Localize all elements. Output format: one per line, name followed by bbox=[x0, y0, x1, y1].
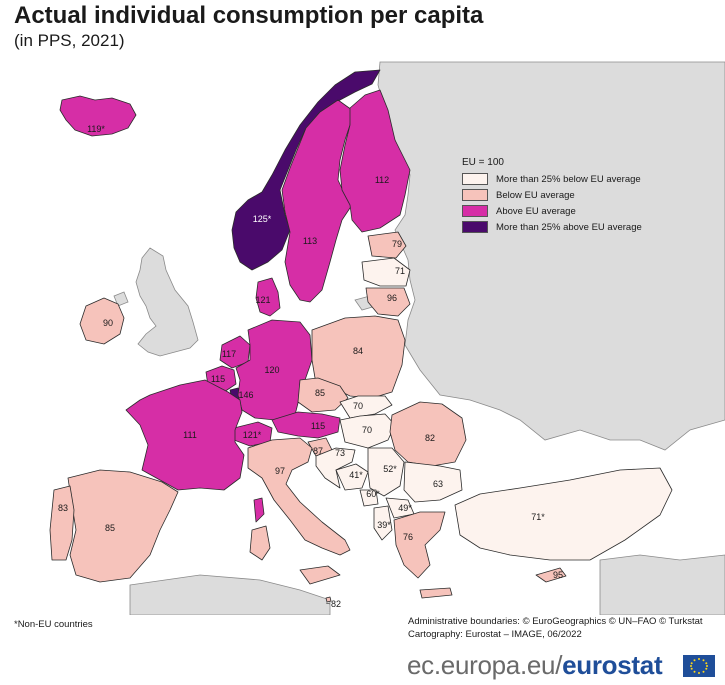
value-labels: 119* 125* 113 112 79 71 96 121 90 117 11… bbox=[58, 124, 563, 609]
legend-item: More than 25% above EU average bbox=[462, 219, 642, 235]
label-romania: 82 bbox=[425, 433, 435, 443]
turkiye-shape bbox=[454, 467, 673, 561]
albania-shape bbox=[373, 505, 393, 541]
credits-cartography: Cartography: Eurostat – IMAGE, 06/2022 bbox=[408, 629, 582, 640]
crete-shape bbox=[419, 587, 453, 599]
label-lithuania: 96 bbox=[387, 293, 397, 303]
cyprus-shape bbox=[535, 567, 567, 583]
north-africa-shape bbox=[129, 574, 331, 615]
middle-east-shape bbox=[599, 554, 725, 615]
austria-shape bbox=[271, 411, 341, 439]
non-eu-land bbox=[113, 61, 725, 615]
spain-shape bbox=[67, 469, 179, 583]
france-shape bbox=[125, 379, 245, 491]
label-croatia: 73 bbox=[335, 448, 345, 458]
footnote: *Non-EU countries bbox=[14, 619, 93, 630]
iceland-shape bbox=[59, 95, 137, 137]
italy-shape bbox=[247, 437, 351, 556]
corsica-shape bbox=[253, 497, 265, 523]
label-montenegro: 60* bbox=[366, 489, 380, 499]
label-slovenia: 87 bbox=[313, 446, 323, 456]
serbia-shape bbox=[367, 447, 405, 497]
legend-item: Above EU average bbox=[462, 203, 642, 219]
montenegro-shape bbox=[359, 489, 379, 507]
legend-label: Above EU average bbox=[496, 205, 576, 217]
brand-name: eurostat bbox=[562, 650, 663, 680]
label-serbia: 52* bbox=[383, 464, 397, 474]
label-portugal: 83 bbox=[58, 503, 68, 513]
label-luxembourg: 146 bbox=[238, 390, 253, 400]
brand-prefix: ec.europa.eu bbox=[407, 650, 556, 680]
label-iceland: 119* bbox=[87, 124, 105, 134]
label-estonia: 79 bbox=[392, 239, 402, 249]
map-title: Actual individual consumption per capita bbox=[14, 2, 484, 29]
legend-swatch-very-high bbox=[462, 221, 488, 233]
label-denmark: 121 bbox=[255, 295, 270, 305]
estonia-shape bbox=[367, 231, 407, 259]
eu-flag-icon bbox=[683, 655, 715, 677]
label-spain: 85 bbox=[105, 523, 115, 533]
legend-label: More than 25% above EU average bbox=[496, 221, 642, 233]
romania-shape bbox=[389, 401, 467, 467]
bosnia-shape bbox=[335, 463, 369, 491]
eurostat-brand[interactable]: ec.europa.eu/eurostat bbox=[407, 650, 663, 681]
label-ireland: 90 bbox=[103, 318, 113, 328]
credits: Administrative boundaries: © EuroGeograp… bbox=[408, 615, 703, 641]
sweden-shape bbox=[281, 99, 353, 303]
legend-swatch-low bbox=[462, 189, 488, 201]
eastern-non-eu-shape bbox=[377, 61, 725, 451]
legend-swatch-high bbox=[462, 205, 488, 217]
label-switzerland: 121* bbox=[243, 430, 262, 440]
label-germany: 120 bbox=[264, 365, 279, 375]
label-austria: 115 bbox=[311, 421, 325, 431]
finland-shape bbox=[339, 89, 411, 233]
latvia-shape bbox=[361, 257, 411, 287]
malta-shape bbox=[325, 596, 332, 603]
label-italy: 97 bbox=[275, 466, 285, 476]
legend-label: Below EU average bbox=[496, 189, 575, 201]
greece-shape bbox=[393, 511, 446, 579]
lithuania-shape bbox=[365, 287, 411, 317]
label-albania: 39* bbox=[377, 520, 391, 530]
northern-ireland-shape bbox=[113, 291, 129, 307]
malta-leader-line bbox=[325, 602, 331, 605]
label-greece: 76 bbox=[403, 532, 413, 542]
label-norway: 125* bbox=[253, 214, 272, 224]
label-sweden: 113 bbox=[303, 236, 317, 246]
portugal-shape bbox=[49, 485, 75, 561]
sardinia-shape bbox=[249, 525, 271, 561]
label-malta: 82 bbox=[331, 599, 341, 609]
europe-map: 119* 125* 113 112 79 71 96 121 90 117 11… bbox=[0, 60, 725, 615]
legend-item: Below EU average bbox=[462, 187, 642, 203]
label-cyprus: 95 bbox=[553, 570, 563, 580]
credits-boundaries: Administrative boundaries: © EuroGeograp… bbox=[408, 616, 703, 627]
ireland-shape bbox=[79, 297, 125, 345]
label-turkiye: 71* bbox=[531, 512, 545, 522]
label-latvia: 71 bbox=[395, 266, 405, 276]
label-czechia: 85 bbox=[315, 388, 325, 398]
label-finland: 112 bbox=[375, 175, 389, 185]
label-bulgaria: 63 bbox=[433, 479, 443, 489]
label-france: 111 bbox=[183, 430, 197, 440]
legend-label: More than 25% below EU average bbox=[496, 173, 641, 185]
label-belgium: 115 bbox=[211, 374, 225, 384]
legend-swatch-very-low bbox=[462, 173, 488, 185]
label-north-macedonia: 49* bbox=[398, 503, 412, 513]
brand-separator: / bbox=[555, 650, 563, 680]
legend-item: More than 25% below EU average bbox=[462, 171, 642, 187]
label-hungary: 70 bbox=[362, 425, 372, 435]
map-subtitle: (in PPS, 2021) bbox=[14, 31, 125, 50]
country-shapes bbox=[49, 69, 673, 603]
map-legend: EU = 100 More than 25% below EU average … bbox=[462, 157, 642, 235]
great-britain-shape bbox=[135, 247, 199, 357]
label-bosnia: 41* bbox=[349, 470, 363, 480]
legend-heading: EU = 100 bbox=[462, 157, 504, 168]
denmark-shape bbox=[255, 277, 281, 317]
sicily-shape bbox=[299, 565, 341, 585]
label-slovakia: 70 bbox=[353, 401, 363, 411]
label-netherlands: 117 bbox=[222, 349, 236, 359]
bulgaria-shape bbox=[403, 461, 463, 503]
label-poland: 84 bbox=[353, 346, 363, 356]
